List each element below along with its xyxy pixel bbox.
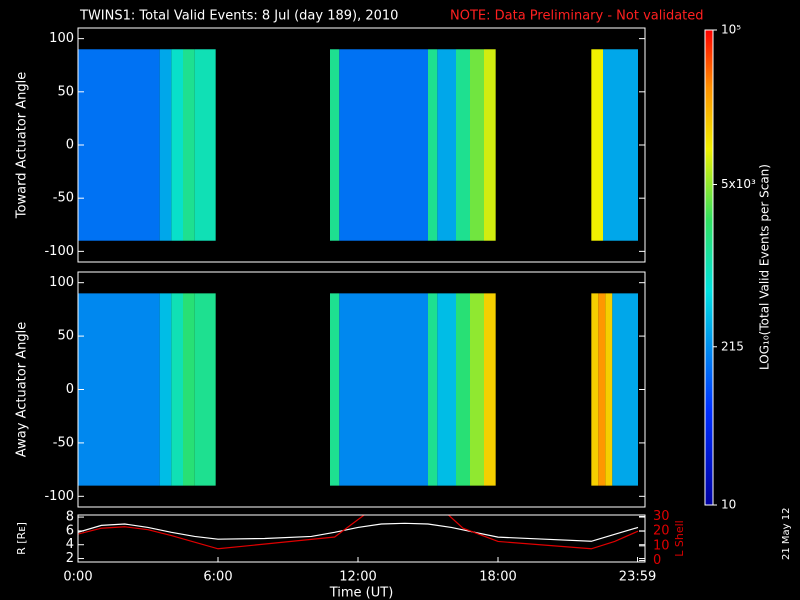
heat-band [159,293,172,486]
heat-band [484,49,496,241]
colorbar-label: LOG₁₀(Total Valid Events per Scan) [758,164,772,370]
heat-band [456,49,470,241]
y-tick-label: 8 [66,510,74,525]
x-axis-label: Time (UT) [329,586,394,600]
colorbar-tick-label: 215 [721,339,744,353]
heat-band [598,293,606,486]
colorbar-tick-label: 10 [721,498,736,512]
heat-band [484,293,496,486]
heat-band [194,293,216,486]
y-tick-label: -50 [53,191,74,206]
y-tick-label: 0 [66,138,74,153]
heat-band [194,49,216,241]
date-stamp: 21 May 12 [781,508,792,560]
series-line [78,515,639,550]
x-tick-label: 18:00 [479,570,516,585]
x-tick-label: 6:00 [203,570,232,585]
heat-band [591,49,603,241]
heat-band [183,293,195,486]
y-tick-label: -50 [53,435,74,450]
heat-band [339,293,428,486]
y-axis-label: R [Rᴇ] [15,522,28,555]
heat-band [470,49,484,241]
heat-band [603,49,638,241]
y-axis-label: Away Actuator Angle [15,322,30,457]
y-tick-label: 50 [57,84,74,99]
plot-frame [77,514,646,563]
y-tick-label: 0 [653,553,661,568]
y-tick-label: 20 [653,524,670,539]
y-tick-label: -100 [44,489,74,504]
y2-axis-label: L Shell [673,520,686,556]
chart-title: TWINS1: Total Valid Events: 8 Jul (day 1… [79,9,398,24]
x-tick-label: 12:00 [339,570,376,585]
heat-band [171,49,183,241]
y-tick-label: 2 [66,551,74,566]
series-line [78,522,639,542]
y-tick-label: 100 [49,275,74,290]
y-tick-label: 30 [653,509,670,524]
y-tick-label: 50 [57,329,74,344]
heat-band [612,293,638,486]
heat-band [171,293,183,486]
heat-band [183,49,195,241]
heat-band [339,49,428,241]
y-tick-label: 10 [653,538,670,553]
heat-band [428,293,438,486]
y-tick-label: 6 [66,523,74,538]
heat-band [330,293,340,486]
colorbar [704,29,714,506]
y-axis-label: Toward Actuator Angle [15,72,30,219]
heat-band [470,293,484,486]
heat-band [330,49,340,241]
heat-band [437,293,456,486]
colorbar-tick-label: 5x10³ [721,177,756,191]
heat-band [437,49,456,241]
heat-band [428,49,438,241]
x-tick-label: 23:59 [619,570,656,585]
heat-band [78,49,160,241]
y-tick-label: 100 [49,31,74,46]
line-group [78,515,639,550]
y-tick-label: 0 [66,382,74,397]
x-tick-label: 0:00 [63,570,92,585]
y-tick-label: -100 [44,244,74,259]
colorbar-tick-label: 10⁵ [721,23,741,37]
heat-band [456,293,470,486]
heat-band [159,49,172,241]
y-tick-label: 4 [66,537,74,552]
chart-note: NOTE: Data Preliminary - Not validated [450,9,704,24]
heat-band [591,293,599,486]
heat-band [78,293,160,486]
heat-band [605,293,613,486]
